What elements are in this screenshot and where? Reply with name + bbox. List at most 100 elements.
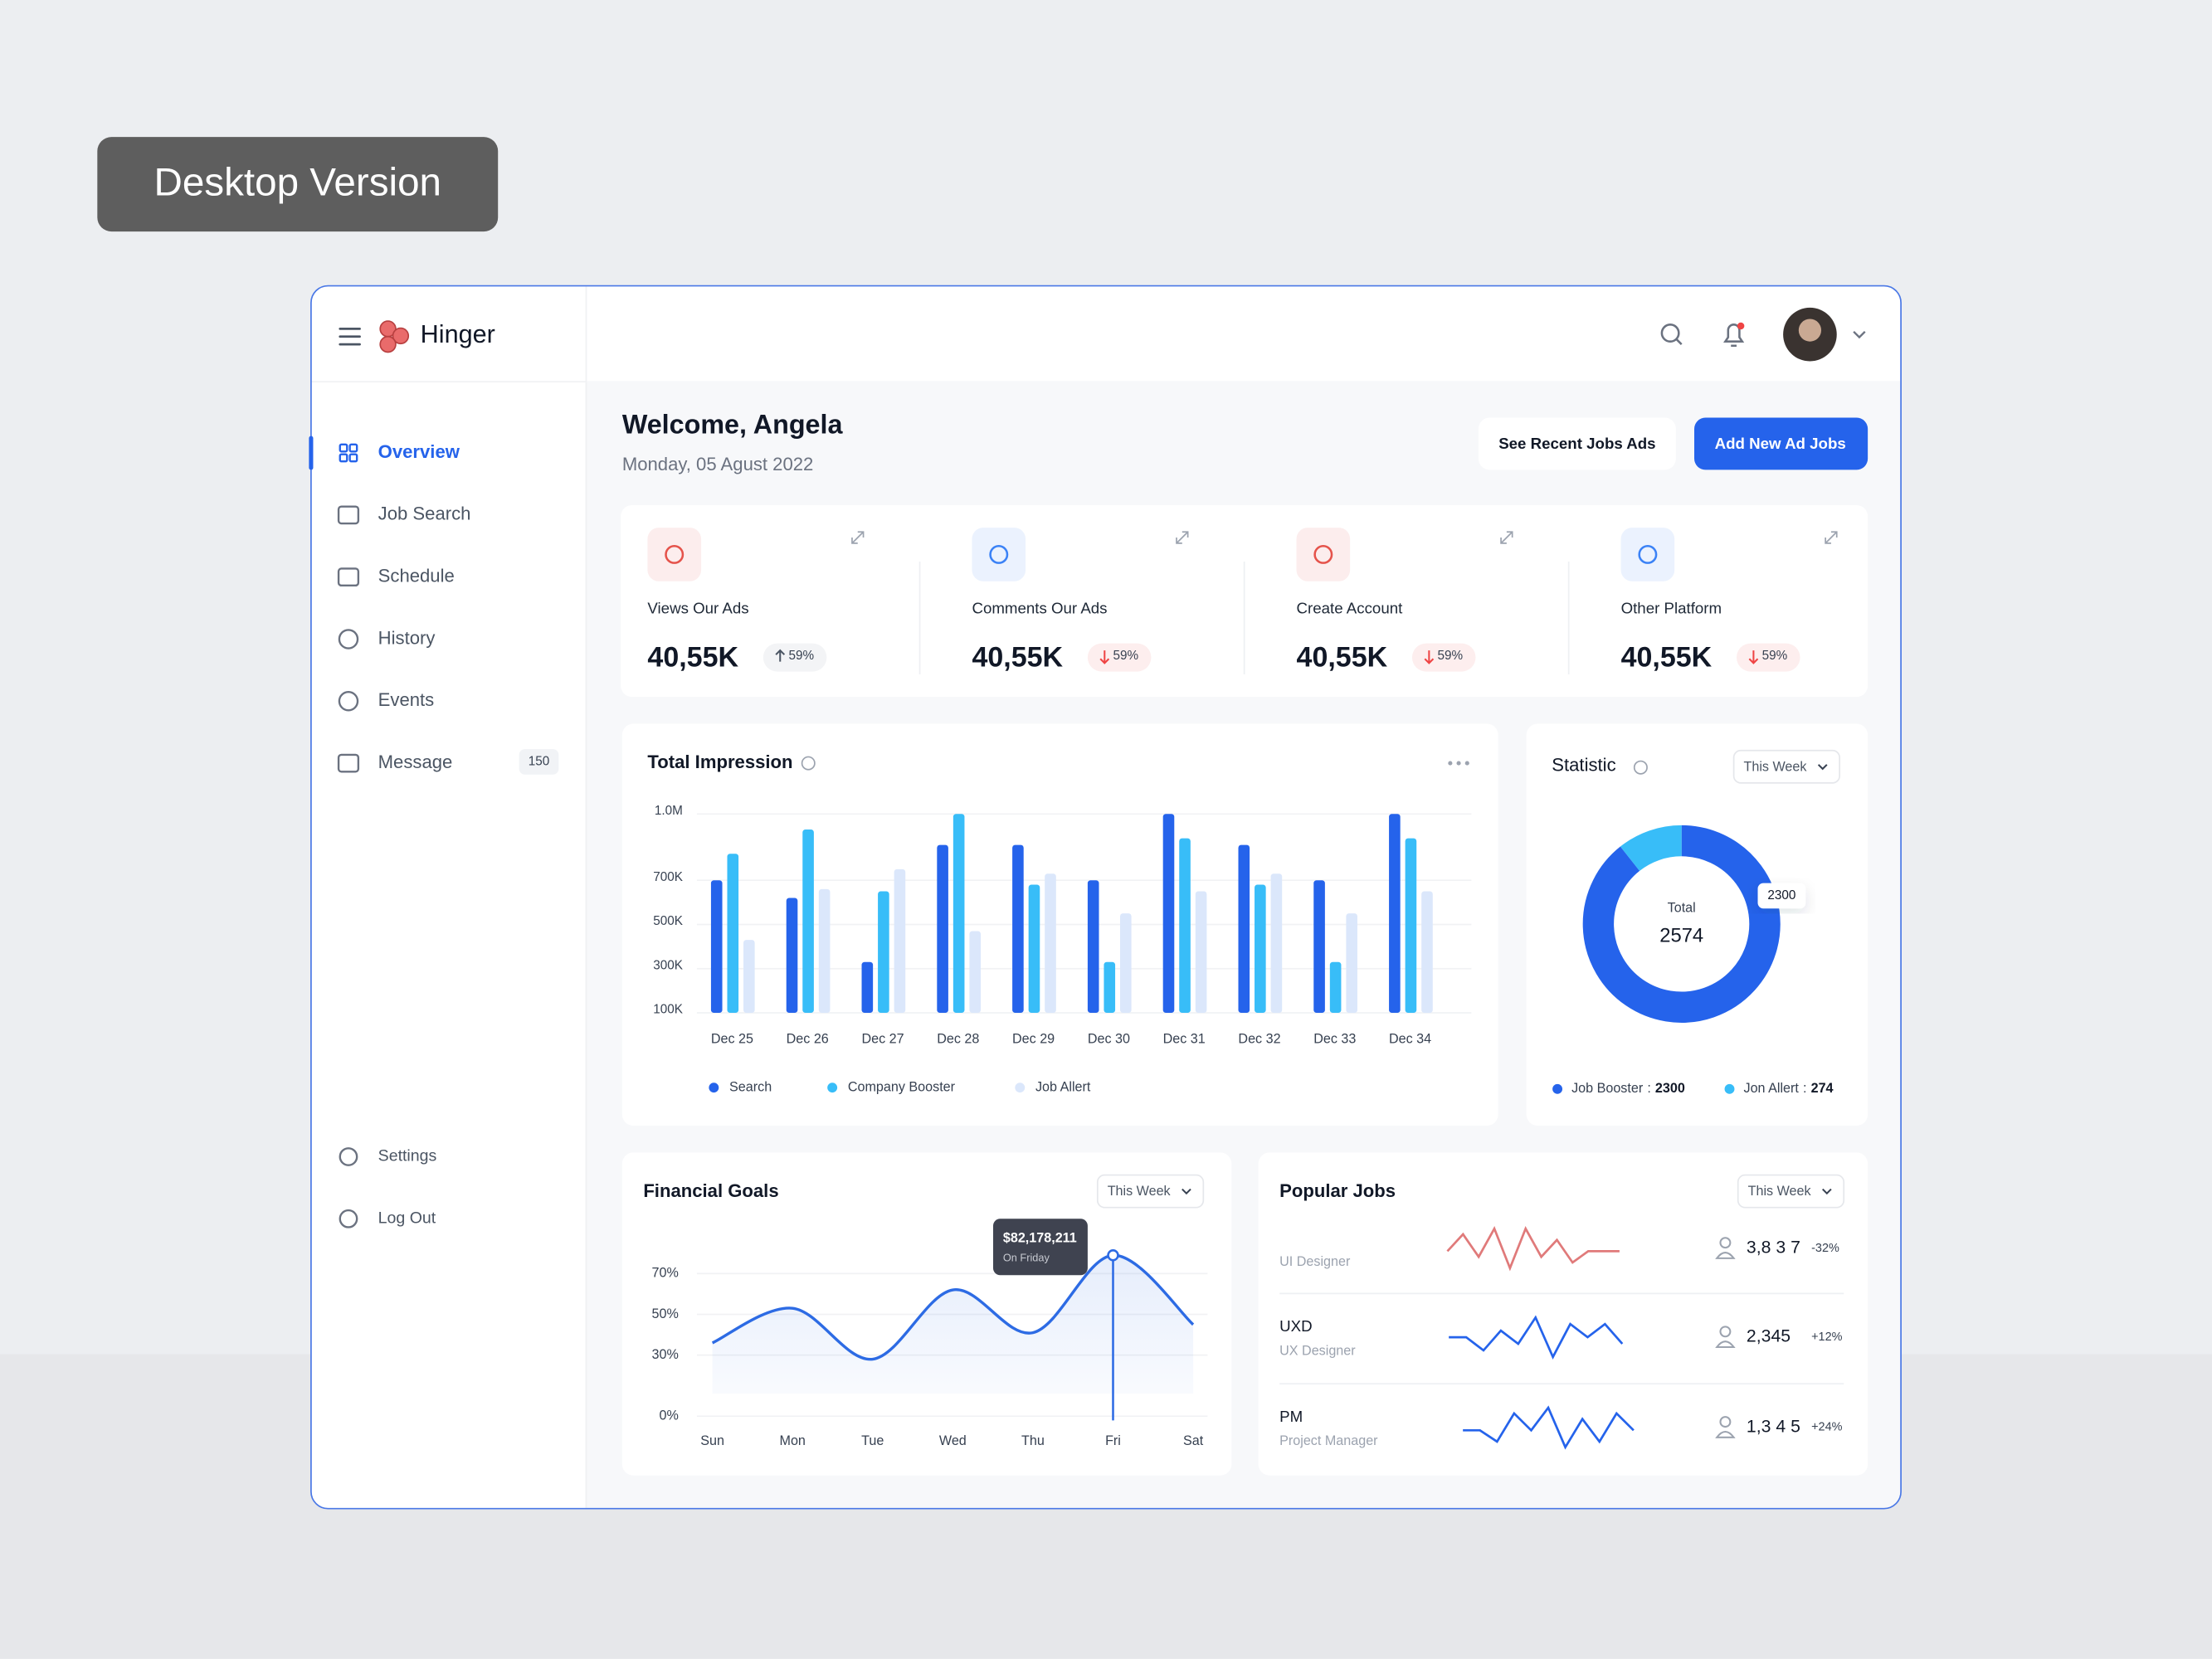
menu-button[interactable] [339,328,361,346]
legend-swatch [1015,1082,1026,1093]
stat-label: Other Platform [1621,600,1722,617]
job-row[interactable]: UI Designer 3,8 3 7 -32% [1279,1225,1839,1272]
dropdown-label: This Week [1108,1184,1172,1199]
sparkline [1463,1405,1635,1450]
nav-bottom-item[interactable]: Log Out [339,1209,436,1228]
job-change: -32% [1811,1242,1839,1255]
dropdown-bg [1732,749,1840,784]
stat-icon-bg [972,528,1026,581]
legend-item: Search [709,1079,772,1094]
change-arrow [1748,650,1759,664]
icon-shape [338,629,359,649]
icon-shape [337,505,360,525]
avatar-chevron[interactable] [1853,330,1866,339]
bar [937,844,948,1014]
change-label: 59% [788,649,814,663]
job-change: +12% [1811,1331,1842,1344]
stat-value: 40,55K [647,641,738,673]
logo-dot [379,335,397,353]
legend-swatch [1552,1083,1563,1094]
chart-title: Statistic [1552,754,1615,775]
x-tick-label: Dec 26 [787,1032,829,1047]
job-count: 3,8 3 7 [1747,1238,1800,1258]
primary-button[interactable]: Add New Ad Jobs [1694,417,1869,470]
nav-item[interactable]: Schedule [337,565,455,587]
card [1258,1152,1869,1476]
nav-bottom-item[interactable]: Settings [339,1147,437,1166]
y-tick-label: 500K [653,914,684,928]
bar [1028,884,1040,1014]
message-count: 150 [529,754,550,768]
y-tick-label: 0% [659,1408,678,1423]
panel-title: Popular Jobs [1279,1180,1396,1201]
more-button[interactable] [1448,761,1469,766]
y-tick-label: 700K [653,870,684,884]
user-body [1715,1340,1736,1349]
stat-value: 40,55K [1297,641,1388,673]
period-dropdown[interactable]: This Week [1732,749,1840,784]
expand-icon[interactable] [1176,531,1189,544]
nav-label: Message [378,752,453,772]
notification-icon[interactable] [1723,322,1745,348]
user-body [1715,1252,1736,1259]
expand-icon[interactable] [851,531,865,544]
change-arrow [1099,650,1110,664]
legend-item: Company Booster [827,1079,956,1094]
bar [1255,884,1266,1014]
job-row[interactable]: PM Project Manager 1,3 4 5 +24% [1279,1383,1844,1450]
nav-icon [338,629,359,649]
legend-separator: : [1803,1081,1806,1096]
bar [1087,880,1099,1014]
bar [894,868,906,1014]
nav-icon [339,443,358,463]
icon-square [339,453,348,463]
logo-dot [392,327,410,345]
more-dot [1456,761,1461,766]
donut-total: 2574 [1659,925,1703,947]
secondary-button[interactable]: See Recent Jobs Ads [1478,417,1676,470]
job-subtitle: UX Designer [1279,1343,1356,1358]
legend-swatch [709,1082,719,1093]
y-tick-label: 30% [652,1347,679,1362]
change-arrow [1424,650,1435,664]
stat-label: Create Account [1297,600,1404,617]
expand-icon[interactable] [1500,531,1513,544]
bar [710,880,723,1014]
bar [1329,961,1342,1014]
job-row[interactable]: UXD UX Designer 2,345 +12% [1279,1292,1844,1360]
period-dropdown[interactable]: This Week [1737,1174,1845,1209]
dropdown-chevron [1817,764,1828,771]
expand-icon[interactable] [1825,531,1838,544]
value-tooltip [1757,883,1806,909]
bar [1195,891,1207,1014]
bar [1346,913,1357,1014]
stat-card: Comments Our Ads 40,55K 59% [918,528,1189,674]
stat-label: Views Our Ads [647,600,748,617]
tooltip [992,1219,1088,1276]
bar [818,888,831,1014]
change-label: 59% [1113,649,1139,663]
nav-icon [337,505,360,525]
legend-label: Jon Allert:274 [1744,1081,1834,1096]
x-tick-label: Dec 34 [1389,1032,1431,1047]
nav-item[interactable]: Events [338,689,434,712]
search-icon[interactable] [1660,324,1683,346]
user-icon [1715,1237,1736,1259]
x-tick-label: Wed [939,1433,967,1448]
stat-card: Other Platform 40,55K 59% [1567,528,1838,674]
bar [1421,891,1433,1014]
nav-item[interactable]: History [338,627,436,649]
stat-value: 40,55K [1621,641,1713,673]
icon-shape [337,753,360,773]
legend-label: Search [729,1079,772,1094]
user-head [1719,1237,1732,1249]
nav-item[interactable]: Message [337,752,453,773]
nav-item[interactable]: Overview [309,435,460,470]
job-subtitle: Project Manager [1279,1433,1378,1448]
tooltip-sublabel: On Friday [1003,1251,1050,1263]
user-icon [1715,1416,1736,1438]
nav-icon [337,753,360,773]
nav-item[interactable]: Job Search [337,504,470,525]
dropdown-chevron [1182,1188,1191,1195]
period-dropdown[interactable]: This Week [1096,1174,1205,1209]
